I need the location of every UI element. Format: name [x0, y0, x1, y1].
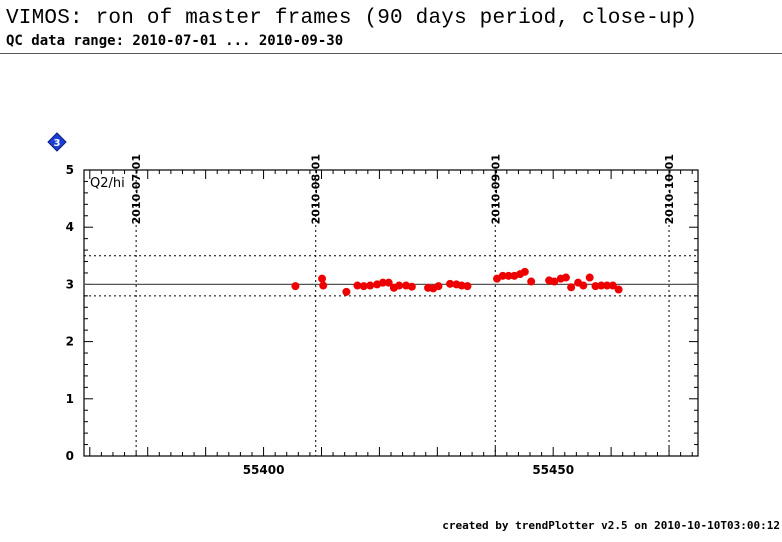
plot-frame [83, 169, 699, 457]
data-point [291, 282, 300, 291]
y-tick-label: 1 [66, 392, 74, 406]
footer-credit: created by trendPlotter v2.5 on 2010-10-… [442, 519, 780, 532]
data-point [498, 271, 507, 280]
y-tick-label: 4 [66, 220, 74, 234]
x-tick-label: 55450 [532, 463, 574, 477]
date-marker-label: 2010-07-01 [130, 154, 143, 224]
data-point [384, 278, 393, 287]
data-point [395, 281, 404, 290]
date-marker-label: 2010-10-01 [663, 154, 676, 224]
data-point [504, 271, 513, 280]
data-point [567, 283, 576, 292]
data-point [446, 279, 455, 288]
data-point [550, 277, 559, 286]
ron-trend-chart: 55400 55450 0 1 2 3 4 5 2010-07-01 2010-08-01 2010… [47, 132, 699, 477]
diamond-marker-icon [47, 132, 67, 152]
y-tick-label: 3 [66, 277, 74, 291]
data-point [561, 273, 570, 282]
data-point [527, 277, 536, 286]
data-point [378, 278, 387, 287]
data-point [603, 281, 612, 290]
chart-title: VIMOS: ron of master frames (90 days per… [6, 7, 698, 30]
diamond-marker-label: 3 [54, 138, 61, 149]
data-point [457, 281, 466, 290]
data-point [520, 267, 529, 276]
data-point [366, 281, 375, 290]
date-marker-label: 2010-09-01 [489, 154, 502, 224]
data-point [434, 282, 443, 291]
data-point [359, 282, 368, 291]
date-marker-label: 2010-08-01 [310, 154, 323, 224]
panel-label: Q2/hi [90, 176, 125, 191]
data-point [353, 281, 362, 290]
data-point [342, 287, 351, 296]
data-point [585, 273, 594, 282]
y-tick-label: 2 [66, 335, 74, 349]
data-point [319, 281, 328, 290]
header-divider [0, 53, 782, 54]
data-point [463, 282, 472, 291]
data-point [318, 274, 327, 283]
data-point [614, 285, 623, 294]
y-tick-label: 0 [66, 449, 74, 463]
data-point [407, 282, 416, 291]
data-point [591, 282, 600, 291]
chart-subtitle: QC data range: 2010-07-01 ... 2010-09-30 [6, 33, 344, 49]
data-point [579, 281, 588, 290]
plot-layer: 55400 55450 0 1 2 3 4 5 2010-07-01 2010-08-01 2010… [47, 132, 699, 477]
y-tick-label: 5 [66, 163, 74, 177]
data-point [597, 281, 606, 290]
data-point [608, 281, 617, 290]
x-tick-label: 55400 [243, 463, 285, 477]
